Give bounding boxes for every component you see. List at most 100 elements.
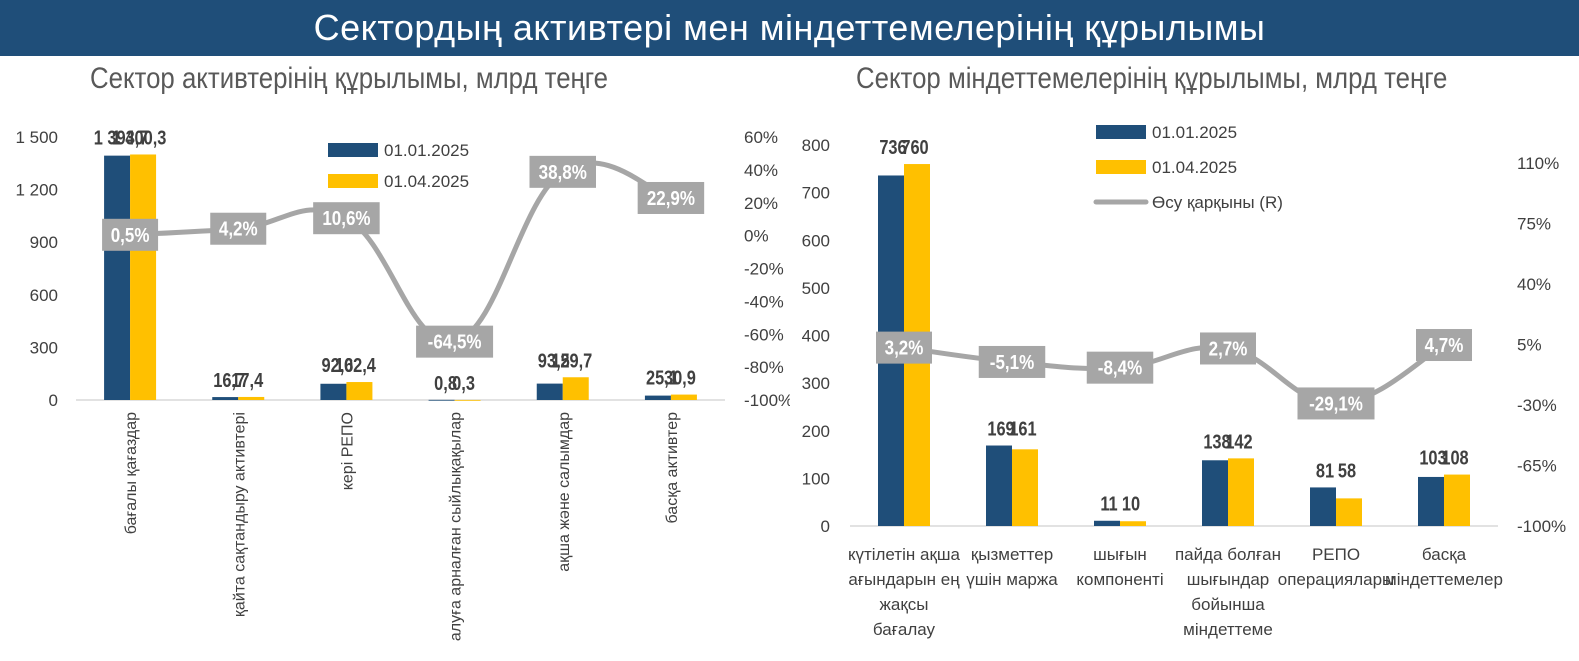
bar-value-label: 142 — [1225, 430, 1252, 453]
growth-label-box — [978, 345, 1046, 378]
legend-label: Өсу қарқыны (R) — [1152, 193, 1283, 212]
y2-tick-label: 5% — [1517, 336, 1542, 355]
growth-label: -8,4% — [1098, 356, 1142, 379]
bar — [238, 396, 265, 400]
growth-label-box — [1200, 332, 1256, 365]
bar-value-label: 161 — [1009, 417, 1036, 440]
bar-value-label: 736 — [879, 135, 906, 158]
legend-label: 01.01.2025 — [1152, 123, 1237, 142]
bar — [536, 383, 563, 400]
growth-label: 0,5% — [111, 223, 150, 246]
x-category-label: басқа активтер — [664, 412, 681, 524]
growth-label-box — [1297, 387, 1375, 420]
bar — [644, 395, 671, 400]
legend-label: 01.04.2025 — [384, 172, 469, 191]
x-category-label: операциялары — [1278, 570, 1395, 589]
growth-label: 3,2% — [885, 336, 924, 359]
bar-value-label: 0,3 — [452, 371, 475, 394]
bar-value-label: 103 — [1419, 446, 1446, 469]
page-banner: Сектордың активтері мен міндеттемелеріні… — [0, 0, 1579, 56]
y-tick-label: 100 — [802, 469, 830, 488]
growth-label: 2,7% — [1209, 337, 1248, 360]
y-tick-label: 500 — [802, 279, 830, 298]
liabilities-chart-title: Сектор міндеттемелерінің құрылымы, млрд … — [856, 62, 1448, 95]
growth-label: 4,2% — [219, 217, 258, 240]
legend-label: 01.04.2025 — [1152, 158, 1237, 177]
growth-label-box — [529, 155, 596, 188]
x-category-label: шығын — [1093, 545, 1147, 564]
y-tick-label: 0 — [49, 391, 58, 410]
x-category-label: міндеттемелер — [1385, 570, 1503, 589]
bar — [1228, 458, 1254, 526]
y2-tick-label: 40% — [1517, 275, 1551, 294]
y2-tick-label: 75% — [1517, 215, 1551, 234]
y2-tick-label: 110% — [1517, 154, 1559, 173]
y-tick-label: 0 — [821, 517, 830, 536]
bar-value-label: 760 — [901, 135, 928, 158]
x-category-label: бойынша — [1191, 595, 1265, 614]
y2-tick-label: -65% — [1517, 457, 1557, 476]
growth-label: 22,9% — [647, 187, 695, 210]
y2-tick-label: -80% — [744, 358, 784, 377]
y-tick-label: 300 — [802, 374, 830, 393]
y2-tick-label: -20% — [744, 260, 784, 279]
x-category-label: компоненті — [1076, 570, 1163, 589]
y-tick-label: 1 200 — [15, 181, 58, 200]
x-category-label: міндеттеме — [1183, 620, 1273, 639]
bar — [454, 399, 481, 401]
y-tick-label: 800 — [802, 136, 830, 155]
bar-value-label: 129,7 — [551, 349, 592, 372]
bar-value-label: 1 393,7 — [94, 126, 149, 149]
growth-label-box — [637, 181, 705, 214]
y2-tick-label: -60% — [744, 325, 784, 344]
growth-label-box — [210, 212, 267, 245]
growth-label-box — [1416, 329, 1472, 362]
bar-value-label: 16,7 — [213, 368, 245, 391]
x-category-label: пайда болған — [1175, 545, 1281, 564]
y2-tick-label: 60% — [744, 128, 778, 147]
bar — [212, 397, 239, 400]
y2-tick-label: -40% — [744, 292, 784, 311]
bar — [670, 394, 697, 400]
bar-value-label: 102,4 — [335, 353, 377, 376]
bar-value-label: 81 — [1316, 459, 1334, 482]
y2-tick-label: -100% — [744, 391, 790, 410]
y-tick-label: 400 — [802, 327, 830, 346]
bar — [428, 399, 455, 401]
bar — [1444, 474, 1470, 526]
bar-value-label: 138 — [1203, 430, 1230, 453]
bar — [320, 383, 347, 400]
legend-label: 01.01.2025 — [384, 141, 469, 160]
growth-label-box — [102, 218, 159, 251]
bar-value-label: 11 — [1100, 492, 1117, 515]
bar — [1336, 498, 1362, 526]
legend-swatch — [1096, 125, 1146, 139]
y2-tick-label: -100% — [1517, 517, 1566, 536]
bar-value-label: 1 400,3 — [112, 126, 167, 149]
bar — [1094, 520, 1120, 526]
growth-label: 4,7% — [1425, 334, 1464, 357]
bar-value-label: 30,9 — [664, 366, 696, 389]
x-category-label: қызметтер — [971, 545, 1053, 564]
y2-tick-label: 0% — [744, 227, 769, 246]
x-category-label: қайта сақтандыру активтері — [231, 412, 248, 617]
bar-value-label: 17,4 — [231, 368, 264, 391]
x-category-label: РЕПО — [1312, 545, 1360, 564]
y-tick-label: 600 — [30, 286, 58, 305]
y-tick-label: 200 — [802, 422, 830, 441]
x-category-label: жақсы — [880, 595, 929, 614]
y-tick-label: 700 — [802, 184, 830, 203]
assets-chart-title: Сектор активтерінің құрылымы, млрд теңге — [90, 62, 608, 95]
x-category-label: күтілетін ақша — [848, 545, 961, 564]
x-category-label: шығындар — [1187, 570, 1270, 589]
y2-tick-label: 20% — [744, 194, 778, 213]
x-category-label: бағалы қағаздар — [123, 412, 140, 534]
bar — [986, 445, 1012, 526]
bar-value-label: 108 — [1441, 446, 1468, 469]
legend-swatch — [328, 143, 378, 157]
bar-value-label: 0,8 — [434, 371, 457, 394]
bar-value-label: 92,6 — [321, 353, 353, 376]
y2-tick-label: -30% — [1517, 396, 1557, 415]
bar — [1310, 487, 1336, 526]
